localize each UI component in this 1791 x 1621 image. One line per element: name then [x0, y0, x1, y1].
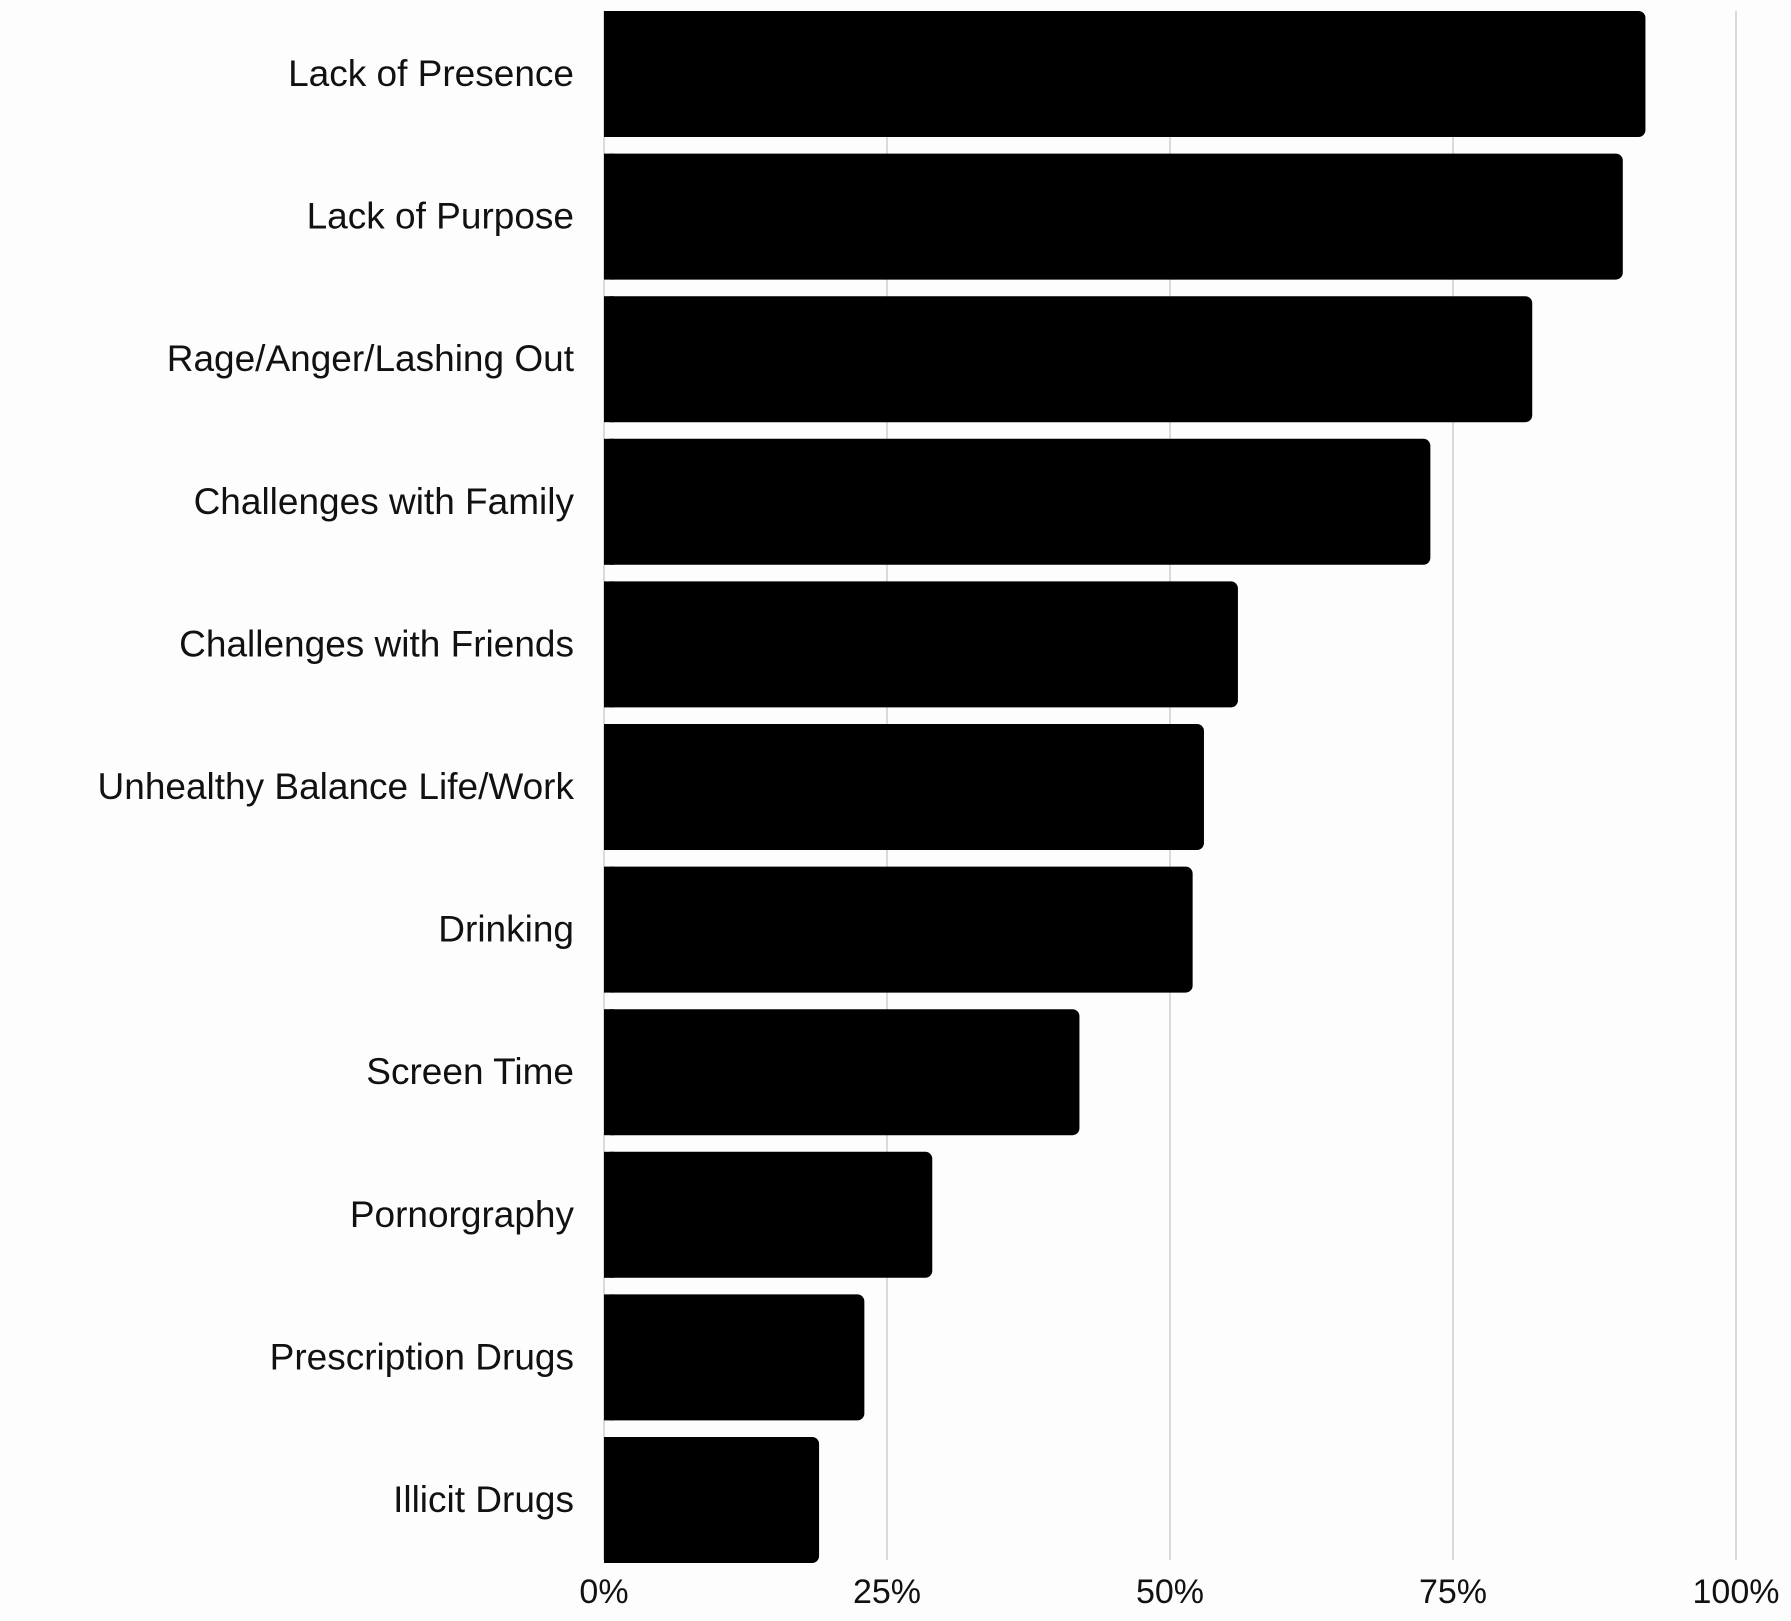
category-labels: Lack of Presence Lack of Purpose Rage/Ange…	[98, 53, 575, 1520]
bar-base-rage-anger-lashing-out	[604, 296, 614, 423]
bar-base-lack-of-presence	[604, 11, 614, 137]
bar-drinking	[604, 866, 1193, 993]
bar-illicit-drugs	[604, 1437, 820, 1563]
category-label-lack-of-presence: Lack of Presence	[288, 53, 574, 94]
category-label-prescription-drugs: Prescription Drugs	[270, 1336, 574, 1377]
x-tick-label-25: 25%	[853, 1573, 921, 1611]
bar-base-pornorgraphy	[604, 1151, 614, 1278]
category-label-rage-anger-lashing-out: Rage/Anger/Lashing Out	[167, 338, 575, 379]
bar-base-drinking	[604, 866, 614, 993]
bar-base-screen-time	[604, 1009, 614, 1136]
bar-lack-of-purpose	[604, 153, 1623, 280]
category-label-unhealthy-balance-life-work: Unhealthy Balance Life/Work	[98, 766, 575, 807]
bar-base-challenges-with-friends	[604, 581, 614, 708]
bars	[604, 11, 1646, 1563]
x-tick-label-0: 0%	[579, 1573, 628, 1611]
category-label-drinking: Drinking	[438, 909, 574, 950]
category-label-illicit-drugs: Illicit Drugs	[393, 1479, 574, 1520]
bar-screen-time	[604, 1009, 1080, 1136]
category-label-pornorgraphy: Pornorgraphy	[350, 1194, 575, 1235]
bar-challenges-with-family	[604, 438, 1431, 565]
bar-base-prescription-drugs	[604, 1294, 614, 1421]
category-label-lack-of-purpose: Lack of Purpose	[307, 196, 574, 237]
x-tick-label-100: 100%	[1693, 1573, 1780, 1611]
x-axis-ticks: 0% 25% 50% 75% 100%	[579, 1573, 1779, 1611]
x-tick-label-75: 75%	[1419, 1573, 1487, 1611]
bar-base-unhealthy-balance-life-work	[604, 724, 614, 850]
bar-lack-of-presence	[604, 11, 1646, 137]
bar-rage-anger-lashing-out	[604, 296, 1533, 423]
category-label-screen-time: Screen Time	[366, 1051, 574, 1092]
category-label-challenges-with-friends: Challenges with Friends	[179, 623, 574, 664]
bar-pornorgraphy	[604, 1151, 933, 1278]
category-label-challenges-with-family: Challenges with Family	[194, 481, 575, 522]
bar-challenges-with-friends	[604, 581, 1238, 708]
bar-unhealthy-balance-life-work	[604, 724, 1204, 850]
bar-base-lack-of-purpose	[604, 153, 614, 280]
x-tick-label-50: 50%	[1136, 1573, 1204, 1611]
bar-prescription-drugs	[604, 1294, 865, 1421]
bar-base-challenges-with-family	[604, 438, 614, 565]
bar-base-illicit-drugs	[604, 1437, 614, 1563]
